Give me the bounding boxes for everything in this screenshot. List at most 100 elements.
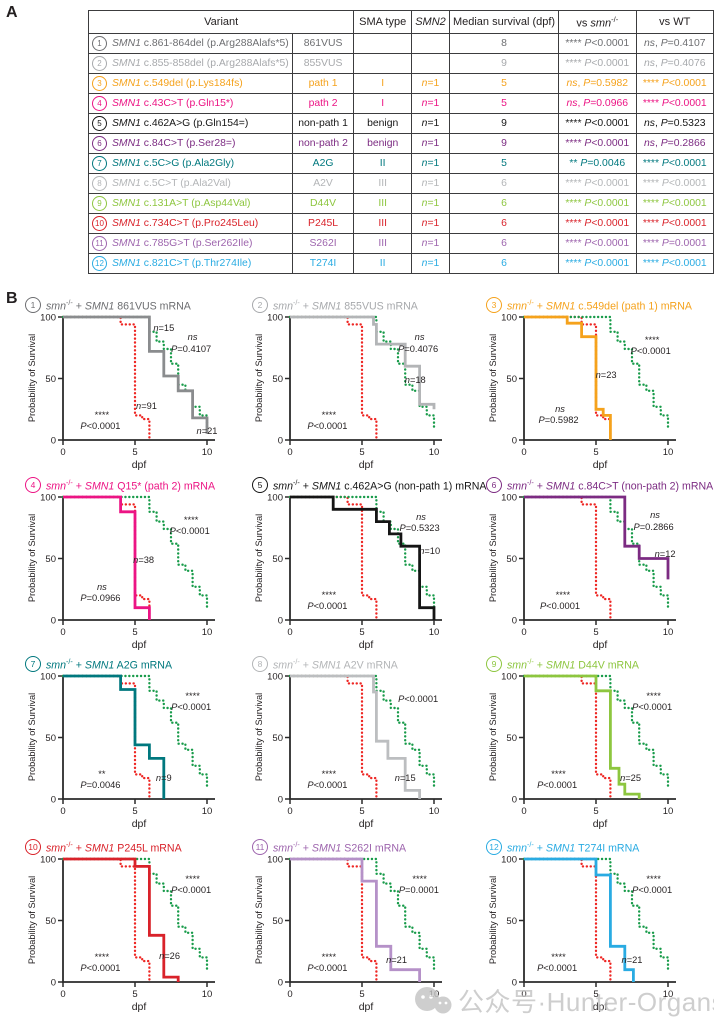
- sma-type: benign: [353, 113, 413, 134]
- plot-canvas: Probability of Survival 0 50 100 0 5 10 dpf: [488, 671, 676, 830]
- vs-smn-stat: ** P=0.0046: [558, 153, 637, 174]
- survival-plot: 11 smn-/- + SMN1 S262I mRNA Probability of…: [252, 839, 480, 1013]
- plot-title: 1 smn-/- + SMN1 861VUS mRNA: [25, 297, 253, 313]
- survival-plot: 2 smn-/- + SMN1 855VUS mRNA Probability of…: [252, 297, 480, 471]
- plot-annotation: ****: [321, 769, 337, 780]
- vs-smn-stat: ns, P=0.0966: [558, 93, 637, 114]
- y-tick-label: 50: [272, 733, 283, 744]
- sma-type: III: [353, 213, 413, 234]
- plot-annotation: n=21: [196, 426, 218, 437]
- plot-annotation: ****: [321, 952, 337, 963]
- plot-canvas: Probability of Survival 0 50 100 0 5 10 dpf: [254, 854, 442, 1013]
- curve-smn-mutant-control: [522, 315, 612, 442]
- curve-smn-mutant-control: [61, 315, 151, 442]
- table-row: 6 SMN1 c.84C>T (p.Ser28=) non-path 2 benign…: [88, 133, 714, 154]
- y-axis-label: Probability of Survival: [488, 876, 498, 964]
- short-name: non-path 1: [291, 113, 355, 134]
- survival-plot: 5 smn-/- + SMN1 c.462A>G (non-path 1) mRN…: [252, 477, 486, 651]
- y-tick-label: 50: [506, 554, 517, 565]
- plot-annotation: ****: [646, 690, 661, 701]
- curve-treatment: [290, 674, 421, 799]
- plot-canvas: Probability of Survival 0 50 100 0 5 10 dpf: [27, 854, 215, 1013]
- short-name: D44V: [291, 193, 355, 214]
- survival-plot: 1 smn-/- + SMN1 861VUS mRNA Probability of…: [25, 297, 253, 471]
- plot-title-text: smn-/- + SMN1 c.462A>G (non-path 1) mRNA: [273, 477, 487, 493]
- variant-cell: 8 SMN1 c.5C>T (p.Ala2Val): [88, 173, 293, 194]
- short-name: 861VUS: [291, 33, 355, 54]
- x-tick-label: 5: [359, 806, 364, 817]
- row-number-badge: 7: [92, 156, 107, 171]
- plot-title: 9 smn-/- + SMN1 D44V mRNA: [486, 656, 714, 672]
- curve-treatment: [63, 315, 209, 434]
- plot-title-text: smn-/- + SMN1 A2V mRNA: [273, 656, 398, 672]
- vs-smn-stat: **** P<0.0001: [558, 193, 637, 214]
- plot-annotation: n=91: [136, 400, 157, 411]
- median-survival: 9: [448, 53, 560, 74]
- header-vs-wt: vs WT: [635, 10, 714, 34]
- vs-wt-stat: **** P<0.0001: [635, 93, 714, 114]
- plot-title: 2 smn-/- + SMN1 855VUS mRNA: [252, 297, 480, 313]
- median-survival: 6: [448, 213, 560, 234]
- median-survival: 6: [448, 253, 560, 274]
- row-number-badge: 11: [92, 236, 107, 251]
- curve-wt-control: [288, 315, 436, 432]
- survival-plot: 8 smn-/- + SMN1 A2V mRNA Probability of Su…: [252, 656, 480, 830]
- x-tick-label: 10: [663, 806, 674, 817]
- variant-name: SMN1 c.131A>T (p.Asp44Val): [112, 198, 251, 209]
- variant-cell: 7 SMN1 c.5C>G (p.Ala2Gly): [88, 153, 293, 174]
- y-tick-label: 0: [512, 435, 517, 446]
- curve-smn-mutant-control: [522, 674, 612, 801]
- median-survival: 9: [448, 133, 560, 154]
- plot-annotation: n=26: [159, 951, 181, 962]
- row-number-badge: 10: [92, 216, 107, 231]
- plot-annotation: ****: [185, 690, 200, 701]
- plot-annotation: n=38: [133, 554, 155, 565]
- x-axis-label: dpf: [132, 459, 147, 470]
- y-tick-label: 0: [51, 794, 56, 805]
- y-axis-label: Probability of Survival: [488, 693, 498, 781]
- x-tick-label: 5: [359, 989, 364, 1000]
- sma-type: [353, 33, 413, 54]
- plot-annotation: ns: [650, 510, 660, 521]
- variant-cell: 2 SMN1 c.855-858del (p.Arg288Alafs*5): [88, 53, 293, 74]
- variant-cell: 1 SMN1 c.861-864del (p.Arg288Alafs*5): [88, 33, 293, 54]
- vs-smn-stat: **** P<0.0001: [558, 53, 637, 74]
- plot-annotation: n=10: [419, 546, 441, 557]
- variant-name: SMN1 c.5C>G (p.Ala2Gly): [112, 158, 235, 169]
- vs-wt-stat: **** P<0.0001: [635, 173, 714, 194]
- plot-annotation: n=12: [654, 548, 676, 559]
- vs-wt-stat: **** P<0.0001: [635, 73, 714, 94]
- plot-title-text: smn-/- + SMN1 P245L mRNA: [46, 839, 182, 855]
- curve-treatment: [290, 495, 436, 620]
- plot-title-text: smn-/- + SMN1 D44V mRNA: [507, 656, 639, 672]
- plot-annotation: ****: [551, 769, 566, 780]
- x-axis-label: dpf: [359, 459, 374, 470]
- x-axis-label: dpf: [359, 818, 374, 829]
- plot-annotation: P<0.0001: [80, 963, 121, 974]
- plot-number-badge: 10: [25, 839, 41, 855]
- row-number-badge: 1: [92, 36, 107, 51]
- vs-smn-stat: ns, P=0.5982: [558, 73, 637, 94]
- x-tick-label: 5: [132, 447, 137, 458]
- plot-canvas: Probability of Survival 0 50 100 0 5 10 dpf: [27, 671, 215, 830]
- plot-annotation: P=0.4107: [171, 343, 212, 354]
- row-number-badge: 5: [92, 116, 107, 131]
- variant-cell: 10 SMN1 c.734C>T (p.Pro245Leu): [88, 213, 293, 234]
- sma-type: II: [353, 153, 413, 174]
- x-tick-label: 5: [593, 806, 598, 817]
- y-tick-label: 50: [506, 733, 517, 744]
- x-tick-label: 0: [521, 989, 526, 1000]
- short-name: path 1: [291, 73, 355, 94]
- table-header-row: Variant SMA type SMN2 Median survival (d…: [87, 10, 714, 34]
- sma-type: III: [353, 193, 413, 214]
- smn2-copies: n=1: [411, 73, 450, 94]
- x-tick-label: 10: [429, 989, 440, 1000]
- curve-wt-control: [61, 674, 209, 791]
- y-tick-label: 0: [51, 435, 56, 446]
- table-row: 1 SMN1 c.861-864del (p.Arg288Alafs*5) 861V…: [88, 33, 714, 54]
- x-axis-label: dpf: [593, 818, 608, 829]
- sma-type: benign: [353, 133, 413, 154]
- short-name: path 2: [291, 93, 355, 114]
- plot-title-text: smn-/- + SMN1 c.84C>T (non-path 2) mRNA: [507, 477, 714, 493]
